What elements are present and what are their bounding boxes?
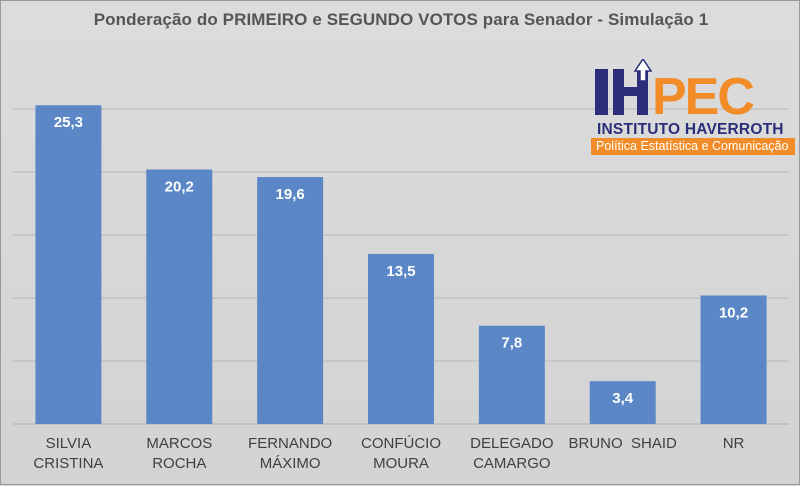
x-tick-label: BRUNO SHAID	[568, 434, 678, 454]
x-tick-label-line: MÁXIMO	[259, 455, 321, 472]
x-tick-label-line: MOURA	[373, 455, 429, 472]
x-tick-label-line: CRISTINA	[33, 455, 104, 472]
bar	[589, 381, 656, 424]
bar	[146, 169, 213, 424]
logo-tagline: Política Estatística e Comunicação	[591, 138, 795, 155]
bar	[478, 325, 545, 424]
bar-value-label: 7,8	[501, 335, 522, 352]
x-tick-label: FERNANDO MÁXIMO	[235, 434, 345, 474]
bar	[700, 295, 767, 424]
x-tick-label: MARCOS ROCHA	[124, 434, 234, 474]
x-tick-label-line: ROCHA	[152, 455, 207, 472]
bar	[368, 253, 434, 424]
bar	[35, 105, 102, 424]
ihpec-logo: PEC INSTITUTO HAVERROTH Política Estatís…	[591, 59, 797, 157]
bar	[257, 177, 324, 424]
bar-value-label: 20,2	[165, 178, 194, 195]
bar-value-label: 13,5	[386, 263, 415, 280]
chart-title: Ponderação do PRIMEIRO e SEGUNDO VOTOS p…	[93, 10, 709, 29]
x-tick-label: DELEGADO CAMARGO	[457, 434, 567, 474]
x-tick-label-line: MARCOS	[146, 435, 213, 452]
logo-institute-name: INSTITUTO HAVERROTH	[597, 121, 784, 138]
x-tick-label-line: BRUNO SHAID	[568, 435, 677, 452]
x-tick-label-line: SILVIA	[45, 435, 92, 452]
bar-value-label: 25,3	[54, 114, 83, 131]
x-tick-label: NR	[679, 434, 789, 454]
x-tick-label: CONFÚCIO MOURA	[346, 434, 456, 474]
ihpec-logo-mark: PEC	[595, 59, 756, 123]
bar-value-label: 3,4	[612, 390, 634, 407]
x-tick-label: SILVIA CRISTINA	[13, 434, 123, 474]
x-tick-label-line: DELEGADO	[470, 435, 554, 452]
x-tick-label-line: CAMARGO	[473, 455, 551, 472]
svg-text:PEC: PEC	[652, 68, 754, 123]
bar-value-label: 19,6	[276, 186, 305, 203]
bar-value-label: 10,2	[719, 304, 748, 321]
x-tick-label-line: CONFÚCIO	[361, 435, 441, 452]
x-tick-label-line: NR	[722, 435, 745, 452]
x-tick-label-line: FERNANDO	[248, 435, 333, 452]
